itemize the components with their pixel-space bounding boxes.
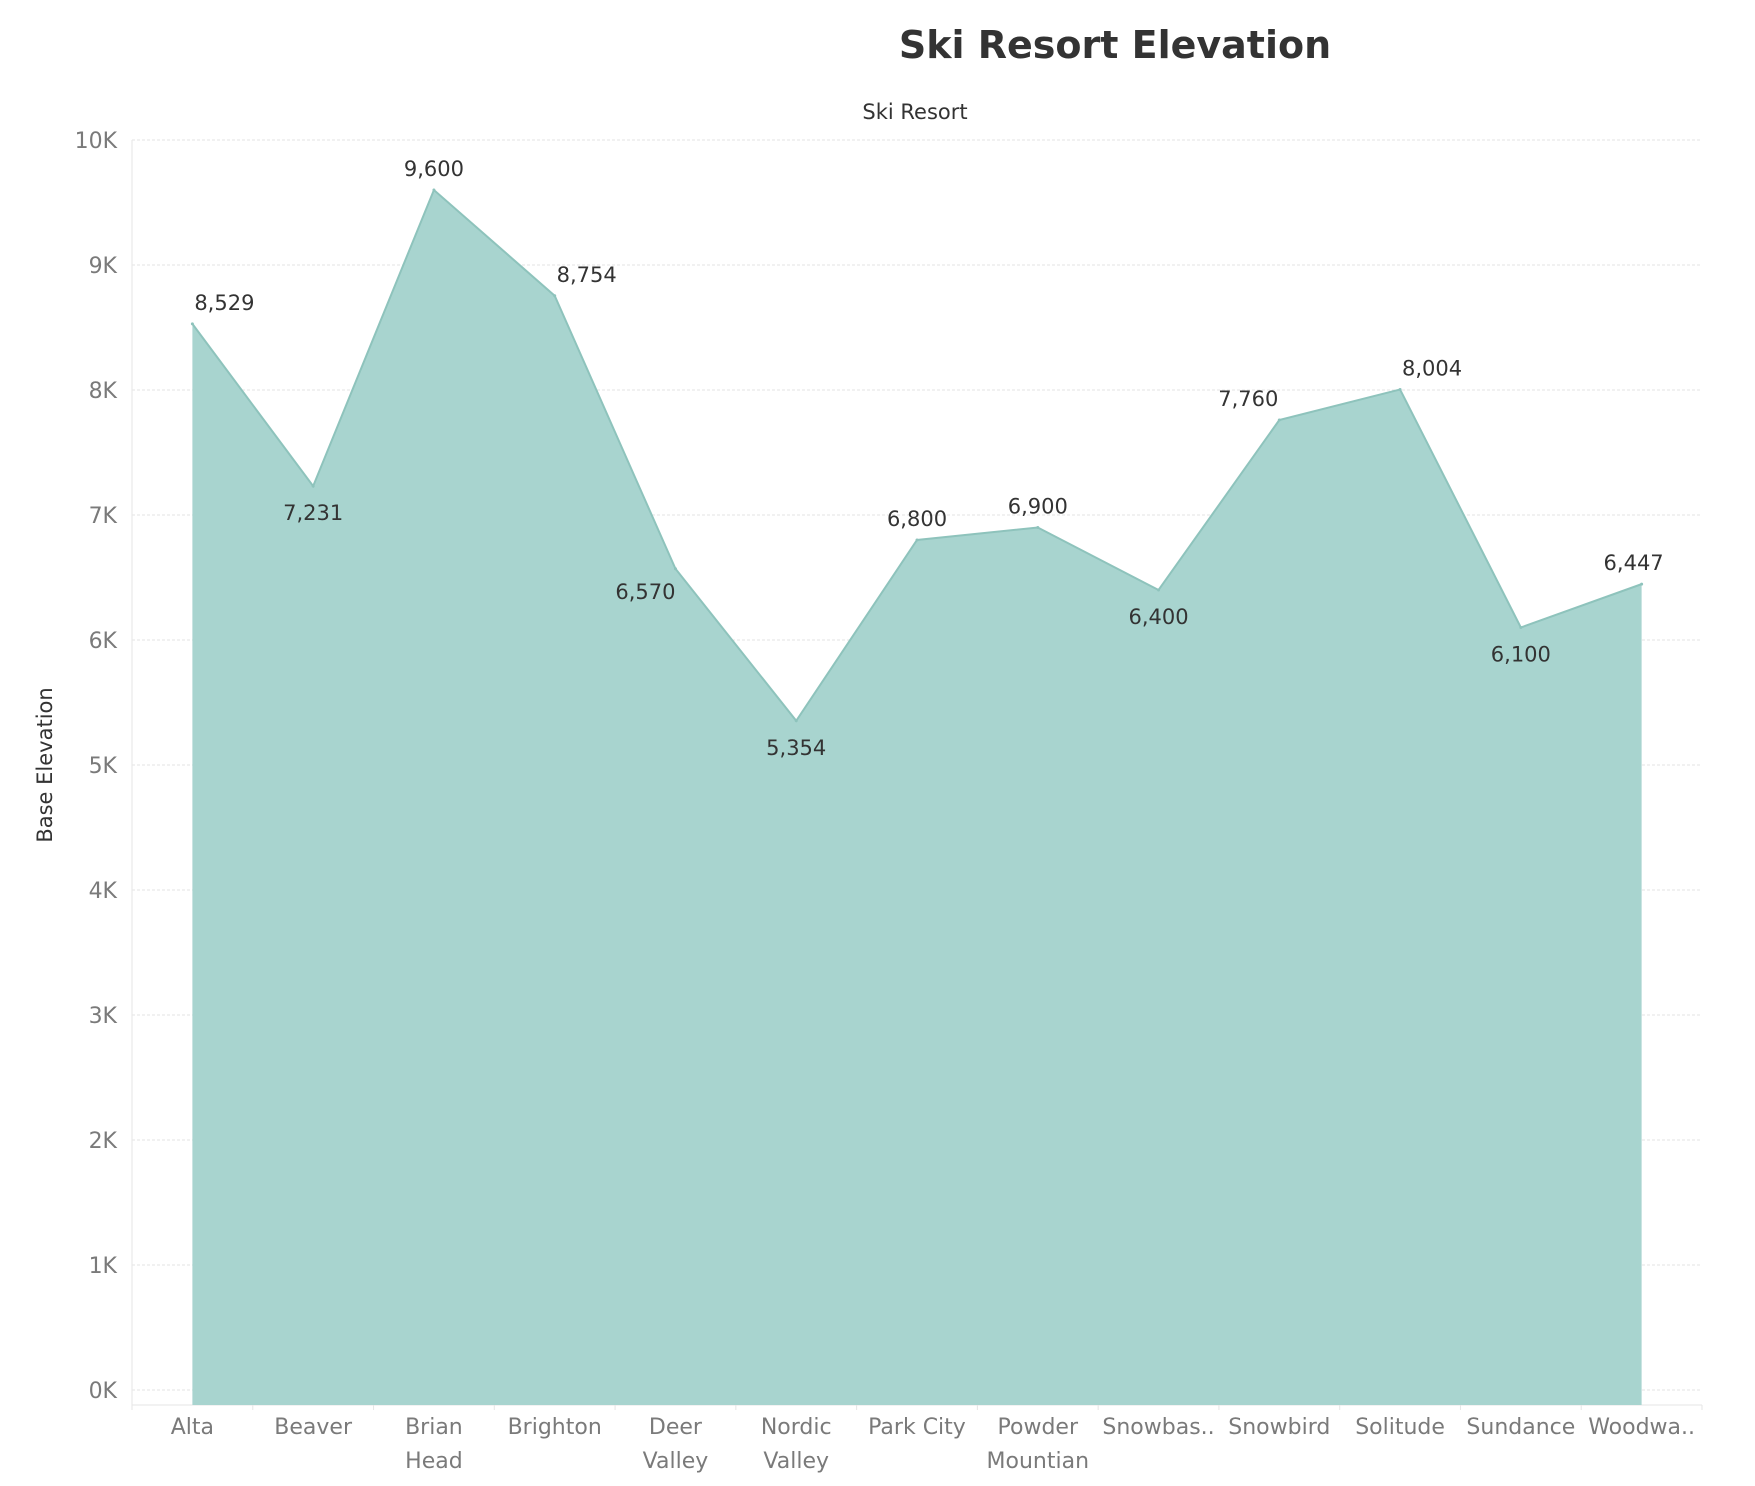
data-label: 7,760 [1218,387,1278,411]
x-tick-label: Head [405,1449,463,1474]
data-point [311,484,315,488]
data-point [432,188,436,192]
data-labels: 8,529 7,231 9,600 8,754 6,570 5,354 6,800 6,900… [194,157,1663,760]
data-point [1640,582,1644,586]
area-fill [192,190,1642,1405]
x-tick-label: Alta [171,1415,214,1440]
y-tick-label: 6K [89,629,118,654]
x-tick-label: Park City [868,1415,966,1440]
x-tick-label: Mountian [987,1449,1090,1474]
data-label: 6,800 [887,507,947,531]
data-label: 6,570 [615,580,675,604]
data-point [1277,418,1281,422]
y-tick-label: 7K [89,504,118,529]
data-point [915,538,919,542]
data-point [1036,526,1040,529]
data-point [553,294,557,298]
data-point [1398,388,1402,391]
data-point [1519,626,1523,629]
data-label: 7,231 [283,501,343,525]
y-tick-label: 8K [89,379,118,404]
chart-title: Ski Resort Elevation [899,23,1331,67]
data-label: 5,354 [766,736,826,760]
x-tick-label: Brighton [508,1415,602,1440]
x-axis-ticks: Alta Beaver Brian Head Brighton Deer Valley Nor… [171,1415,1695,1474]
data-label: 8,754 [557,263,617,287]
area-series [190,188,1644,1405]
y-tick-label: 4K [89,879,118,904]
x-tick-label: Valley [643,1449,709,1474]
y-tick-label: 2K [89,1129,118,1154]
data-point [1157,588,1161,592]
x-tick-label: Powder [998,1415,1079,1440]
data-label: 8,004 [1402,357,1462,381]
data-label: 6,900 [1008,495,1068,519]
x-tick-label: Solitude [1355,1415,1445,1440]
data-label: 9,600 [404,157,464,181]
data-point [190,322,194,326]
data-point [673,567,677,571]
data-label: 6,447 [1604,551,1664,575]
data-label: 6,400 [1128,605,1188,629]
y-tick-label: 0K [89,1379,118,1404]
x-tick-label: Woodwa.. [1588,1415,1695,1440]
y-tick-label: 3K [89,1004,118,1029]
data-label: 8,529 [194,291,254,315]
x-tick-label: Snowbird [1228,1415,1330,1440]
x-tick-label: Beaver [274,1415,353,1440]
x-tick-label: Valley [763,1449,829,1474]
x-tick-label: Deer [649,1415,703,1440]
y-tick-label: 1K [89,1254,118,1279]
y-axis-ticks: 0K 1K 2K 3K 4K 5K 6K 7K 8K 9K 10K [75,129,118,1404]
x-tick-label: Snowbas.. [1102,1415,1214,1440]
y-axis-title: Base Elevation [33,687,57,842]
x-tick-label: Sundance [1466,1415,1575,1440]
x-tick-label: Brian [405,1415,463,1440]
column-header: Ski Resort [862,100,967,124]
y-tick-label: 9K [89,254,118,279]
data-point [794,719,798,723]
x-tick-label: Nordic [761,1415,832,1440]
data-label: 6,100 [1491,643,1551,667]
y-tick-label: 5K [89,754,118,779]
y-tick-label: 10K [75,129,118,154]
